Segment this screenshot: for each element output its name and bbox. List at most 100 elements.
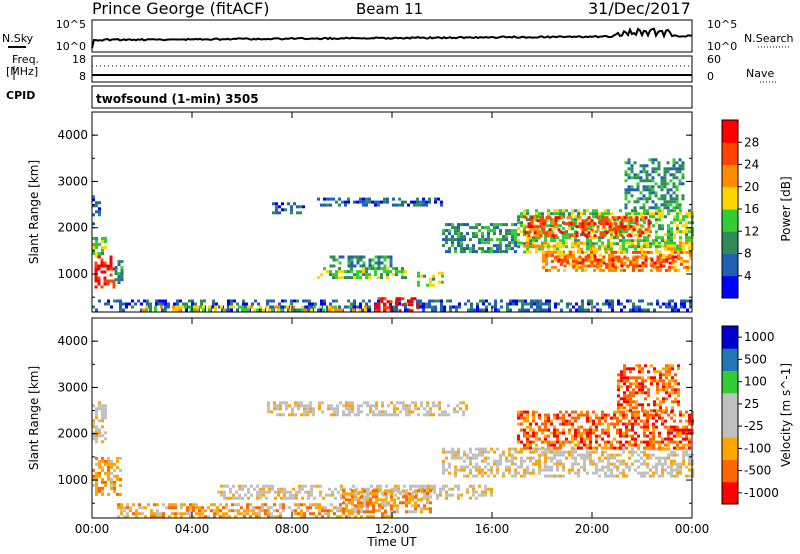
velocity-cell: [658, 459, 661, 463]
velocity-cell: [162, 515, 165, 519]
power-cell: [626, 216, 630, 220]
velocity-cell: [598, 434, 601, 438]
power-cell: [581, 305, 584, 309]
power-cell: [665, 302, 668, 306]
velocity-cell: [334, 487, 337, 491]
power-cell: [560, 261, 564, 265]
power-cell: [496, 247, 499, 251]
velocity-cell: [643, 413, 646, 417]
power-cell: [227, 305, 230, 309]
velocity-cell: [517, 471, 520, 475]
velocity-cell: [298, 490, 301, 494]
power-cell: [98, 210, 101, 214]
velocity-cell: [405, 492, 408, 496]
velocity-cell: [641, 409, 644, 413]
power-cell: [624, 191, 628, 195]
power-cell: [112, 279, 116, 283]
velocity-cell: [318, 509, 321, 513]
power-cell: [638, 231, 642, 235]
velocity-cell: [661, 422, 664, 426]
velocity-cell: [619, 462, 622, 466]
velocity-cell: [580, 413, 583, 417]
velocity-cell: [354, 498, 357, 502]
power-cell: [638, 305, 641, 309]
velocity-cell: [192, 509, 195, 513]
velocity-cell: [649, 446, 652, 450]
velocity-cell: [351, 512, 354, 516]
power-cell: [640, 250, 643, 254]
velocity-cell: [601, 413, 604, 417]
velocity-cell: [499, 453, 502, 457]
power-cell: [689, 250, 692, 254]
velocity-cell: [156, 515, 159, 519]
power-cell: [538, 247, 541, 251]
velocity-cell: [394, 484, 397, 488]
velocity-cell: [631, 462, 634, 466]
velocity-cell: [655, 456, 658, 460]
velocity-cell: [638, 391, 641, 395]
power-cell: [554, 250, 557, 254]
velocity-cell: [652, 440, 655, 444]
velocity-cell: [439, 487, 442, 491]
power-cell: [109, 264, 113, 268]
power-cell: [128, 302, 131, 306]
power-cell: [598, 239, 601, 243]
power-cell: [202, 305, 205, 309]
power-cell: [277, 308, 280, 312]
power-cell: [688, 212, 691, 216]
power-cell: [672, 161, 676, 165]
velocity-cell: [378, 489, 381, 493]
power-cell: [114, 278, 118, 282]
power-cell: [440, 203, 443, 207]
power-cell: [212, 302, 215, 306]
velocity-cell: [207, 506, 210, 510]
power-cell: [662, 264, 666, 268]
velocity-cell: [644, 409, 647, 413]
velocity-cell: [454, 453, 457, 457]
power-cell: [551, 253, 554, 257]
power-cell: [419, 203, 422, 207]
power-cell: [487, 235, 490, 239]
power-cell: [359, 264, 363, 268]
power-cell: [610, 212, 613, 216]
velocity-cell: [98, 407, 101, 411]
velocity-cell: [243, 512, 246, 516]
velocity-cell: [626, 394, 629, 398]
power-cell: [417, 280, 420, 284]
velocity-cell: [655, 425, 658, 429]
power-cell: [641, 264, 645, 268]
velocity-cell: [601, 422, 604, 426]
power-cell: [620, 258, 624, 262]
velocity-cell: [232, 484, 235, 488]
velocity-cell: [95, 477, 98, 481]
power-cell: [356, 270, 359, 274]
power-cell: [511, 223, 514, 227]
power-cell: [584, 308, 587, 312]
velocity-cell: [361, 490, 364, 494]
power-cell: [643, 244, 646, 248]
power-cell: [554, 219, 558, 223]
power-cell: [651, 200, 655, 204]
power-cell: [654, 167, 658, 171]
velocity-cell: [303, 503, 306, 507]
velocity-cell: [405, 410, 408, 414]
power-cell: [383, 258, 387, 262]
power-cell: [353, 299, 356, 303]
velocity-cell: [119, 492, 122, 496]
power-cell: [374, 273, 377, 277]
power-cell: [347, 305, 350, 309]
velocity-cell: [646, 410, 649, 414]
power-cell: [448, 238, 451, 242]
power-cell: [329, 255, 333, 259]
power-cell: [611, 302, 614, 306]
velocity-cell: [559, 443, 562, 447]
power-cell: [460, 241, 463, 245]
power-cell: [214, 308, 217, 312]
power-cell: [598, 236, 601, 240]
power-cell: [581, 225, 585, 229]
power-region: [317, 267, 407, 280]
power-cell: [647, 219, 651, 223]
power-cell: [559, 245, 562, 249]
power-cell: [673, 209, 676, 213]
velocity-cell: [646, 434, 649, 438]
